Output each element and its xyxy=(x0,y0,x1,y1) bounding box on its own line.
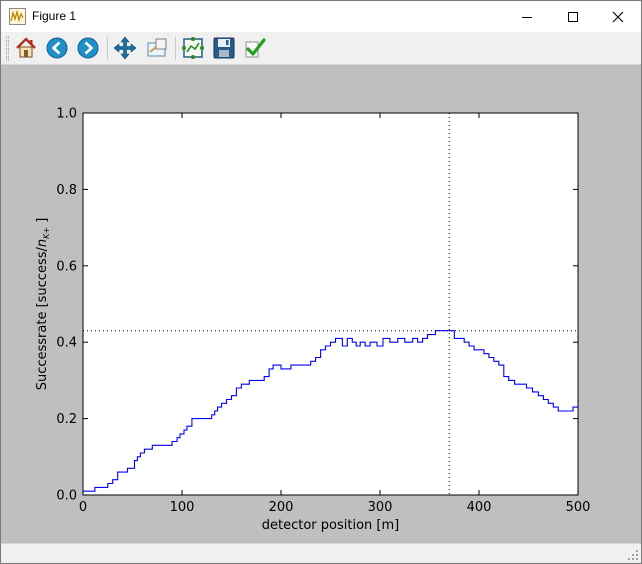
toolbar-grip[interactable] xyxy=(6,36,9,61)
subplots-button[interactable] xyxy=(180,35,206,61)
maximize-button[interactable] xyxy=(550,1,596,32)
app-icon xyxy=(9,8,26,25)
toolbar xyxy=(1,32,641,65)
forward-icon xyxy=(77,37,99,59)
x-axis-label: detector position [m] xyxy=(262,518,399,533)
close-button[interactable] xyxy=(595,1,641,32)
x-tick-label: 400 xyxy=(467,500,492,515)
edit-check-icon xyxy=(245,38,266,58)
plot-area xyxy=(83,113,578,495)
y-tick-label: 1.0 xyxy=(56,107,77,122)
x-tick-label: 500 xyxy=(566,500,591,515)
resize-grip-icon[interactable] xyxy=(627,549,639,561)
line-chart[interactable]: 0 100 200 300 400 500 0.0 0.2 0.4 0.6 0.8 1.0 detect… xyxy=(1,65,641,543)
home-icon xyxy=(16,37,36,58)
back-button[interactable] xyxy=(44,35,70,61)
y-axis-label-symbol: n xyxy=(35,239,50,247)
x-tick-label: 300 xyxy=(368,500,393,515)
zoom-button[interactable] xyxy=(144,35,170,61)
minimize-button[interactable] xyxy=(504,1,550,32)
x-tick-label: 100 xyxy=(170,500,195,515)
back-icon xyxy=(46,37,68,59)
x-tick-label: 200 xyxy=(269,500,294,515)
edit-button[interactable] xyxy=(242,35,268,61)
pan-button[interactable] xyxy=(112,35,138,61)
y-axis-label-subscript: K+ xyxy=(42,227,51,239)
figure-canvas[interactable]: 0 100 200 300 400 500 0.0 0.2 0.4 0.6 0.8 1.0 detect… xyxy=(1,65,641,543)
plot-frame xyxy=(82,112,579,496)
home-button[interactable] xyxy=(13,35,39,61)
toolbar-separator xyxy=(107,37,108,60)
y-axis-label-end: ] xyxy=(35,218,50,227)
y-axis-label-text: Successrate [success/ xyxy=(35,247,50,391)
y-tick-label: 0.2 xyxy=(56,412,77,427)
zoom-icon xyxy=(147,38,167,57)
subplots-icon xyxy=(182,37,204,59)
y-axis-label: Successrate [success/nK+ ] xyxy=(35,218,51,391)
pan-icon xyxy=(113,36,137,60)
window-title: Figure 1 xyxy=(32,9,77,23)
y-tick-label: 0.4 xyxy=(56,336,77,351)
save-icon xyxy=(213,37,235,59)
y-tick-label: 0.0 xyxy=(56,489,77,504)
toolbar-separator xyxy=(175,37,176,60)
forward-button[interactable] xyxy=(75,35,101,61)
y-tick-label: 0.8 xyxy=(56,183,77,198)
series-line xyxy=(83,330,578,492)
title-bar[interactable]: Figure 1 xyxy=(1,1,641,32)
status-bar xyxy=(1,543,641,563)
x-tick-label: 0 xyxy=(79,500,87,515)
y-tick-label: 0.6 xyxy=(56,259,77,274)
save-button[interactable] xyxy=(211,35,237,61)
